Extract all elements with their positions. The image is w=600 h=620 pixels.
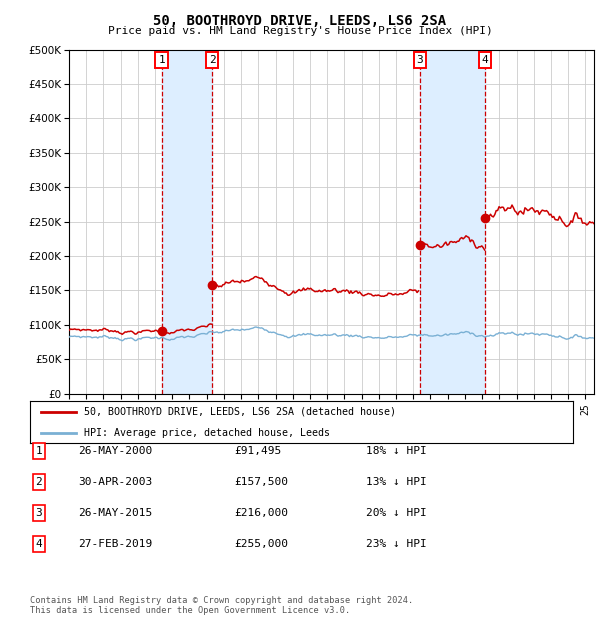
Text: 20% ↓ HPI: 20% ↓ HPI bbox=[366, 508, 427, 518]
Text: 23% ↓ HPI: 23% ↓ HPI bbox=[366, 539, 427, 549]
Text: 3: 3 bbox=[416, 55, 423, 64]
Text: 50, BOOTHROYD DRIVE, LEEDS, LS6 2SA (detached house): 50, BOOTHROYD DRIVE, LEEDS, LS6 2SA (det… bbox=[85, 407, 397, 417]
Text: 1: 1 bbox=[35, 446, 43, 456]
Text: £157,500: £157,500 bbox=[234, 477, 288, 487]
Bar bbox=[420, 50, 485, 394]
Text: 3: 3 bbox=[35, 508, 43, 518]
Text: 30-APR-2003: 30-APR-2003 bbox=[78, 477, 152, 487]
Text: 18% ↓ HPI: 18% ↓ HPI bbox=[366, 446, 427, 456]
Text: £255,000: £255,000 bbox=[234, 539, 288, 549]
Text: 50, BOOTHROYD DRIVE, LEEDS, LS6 2SA: 50, BOOTHROYD DRIVE, LEEDS, LS6 2SA bbox=[154, 14, 446, 28]
Text: 13% ↓ HPI: 13% ↓ HPI bbox=[366, 477, 427, 487]
Text: 1: 1 bbox=[158, 55, 165, 64]
Text: 26-MAY-2015: 26-MAY-2015 bbox=[78, 508, 152, 518]
Bar bbox=[161, 50, 212, 394]
Text: £91,495: £91,495 bbox=[234, 446, 281, 456]
Text: 4: 4 bbox=[481, 55, 488, 64]
Text: £216,000: £216,000 bbox=[234, 508, 288, 518]
Text: 2: 2 bbox=[209, 55, 215, 64]
Text: Contains HM Land Registry data © Crown copyright and database right 2024.
This d: Contains HM Land Registry data © Crown c… bbox=[30, 596, 413, 615]
Text: 4: 4 bbox=[35, 539, 43, 549]
Text: 27-FEB-2019: 27-FEB-2019 bbox=[78, 539, 152, 549]
Text: Price paid vs. HM Land Registry's House Price Index (HPI): Price paid vs. HM Land Registry's House … bbox=[107, 26, 493, 36]
Text: 2: 2 bbox=[35, 477, 43, 487]
Text: HPI: Average price, detached house, Leeds: HPI: Average price, detached house, Leed… bbox=[85, 428, 331, 438]
Text: 26-MAY-2000: 26-MAY-2000 bbox=[78, 446, 152, 456]
